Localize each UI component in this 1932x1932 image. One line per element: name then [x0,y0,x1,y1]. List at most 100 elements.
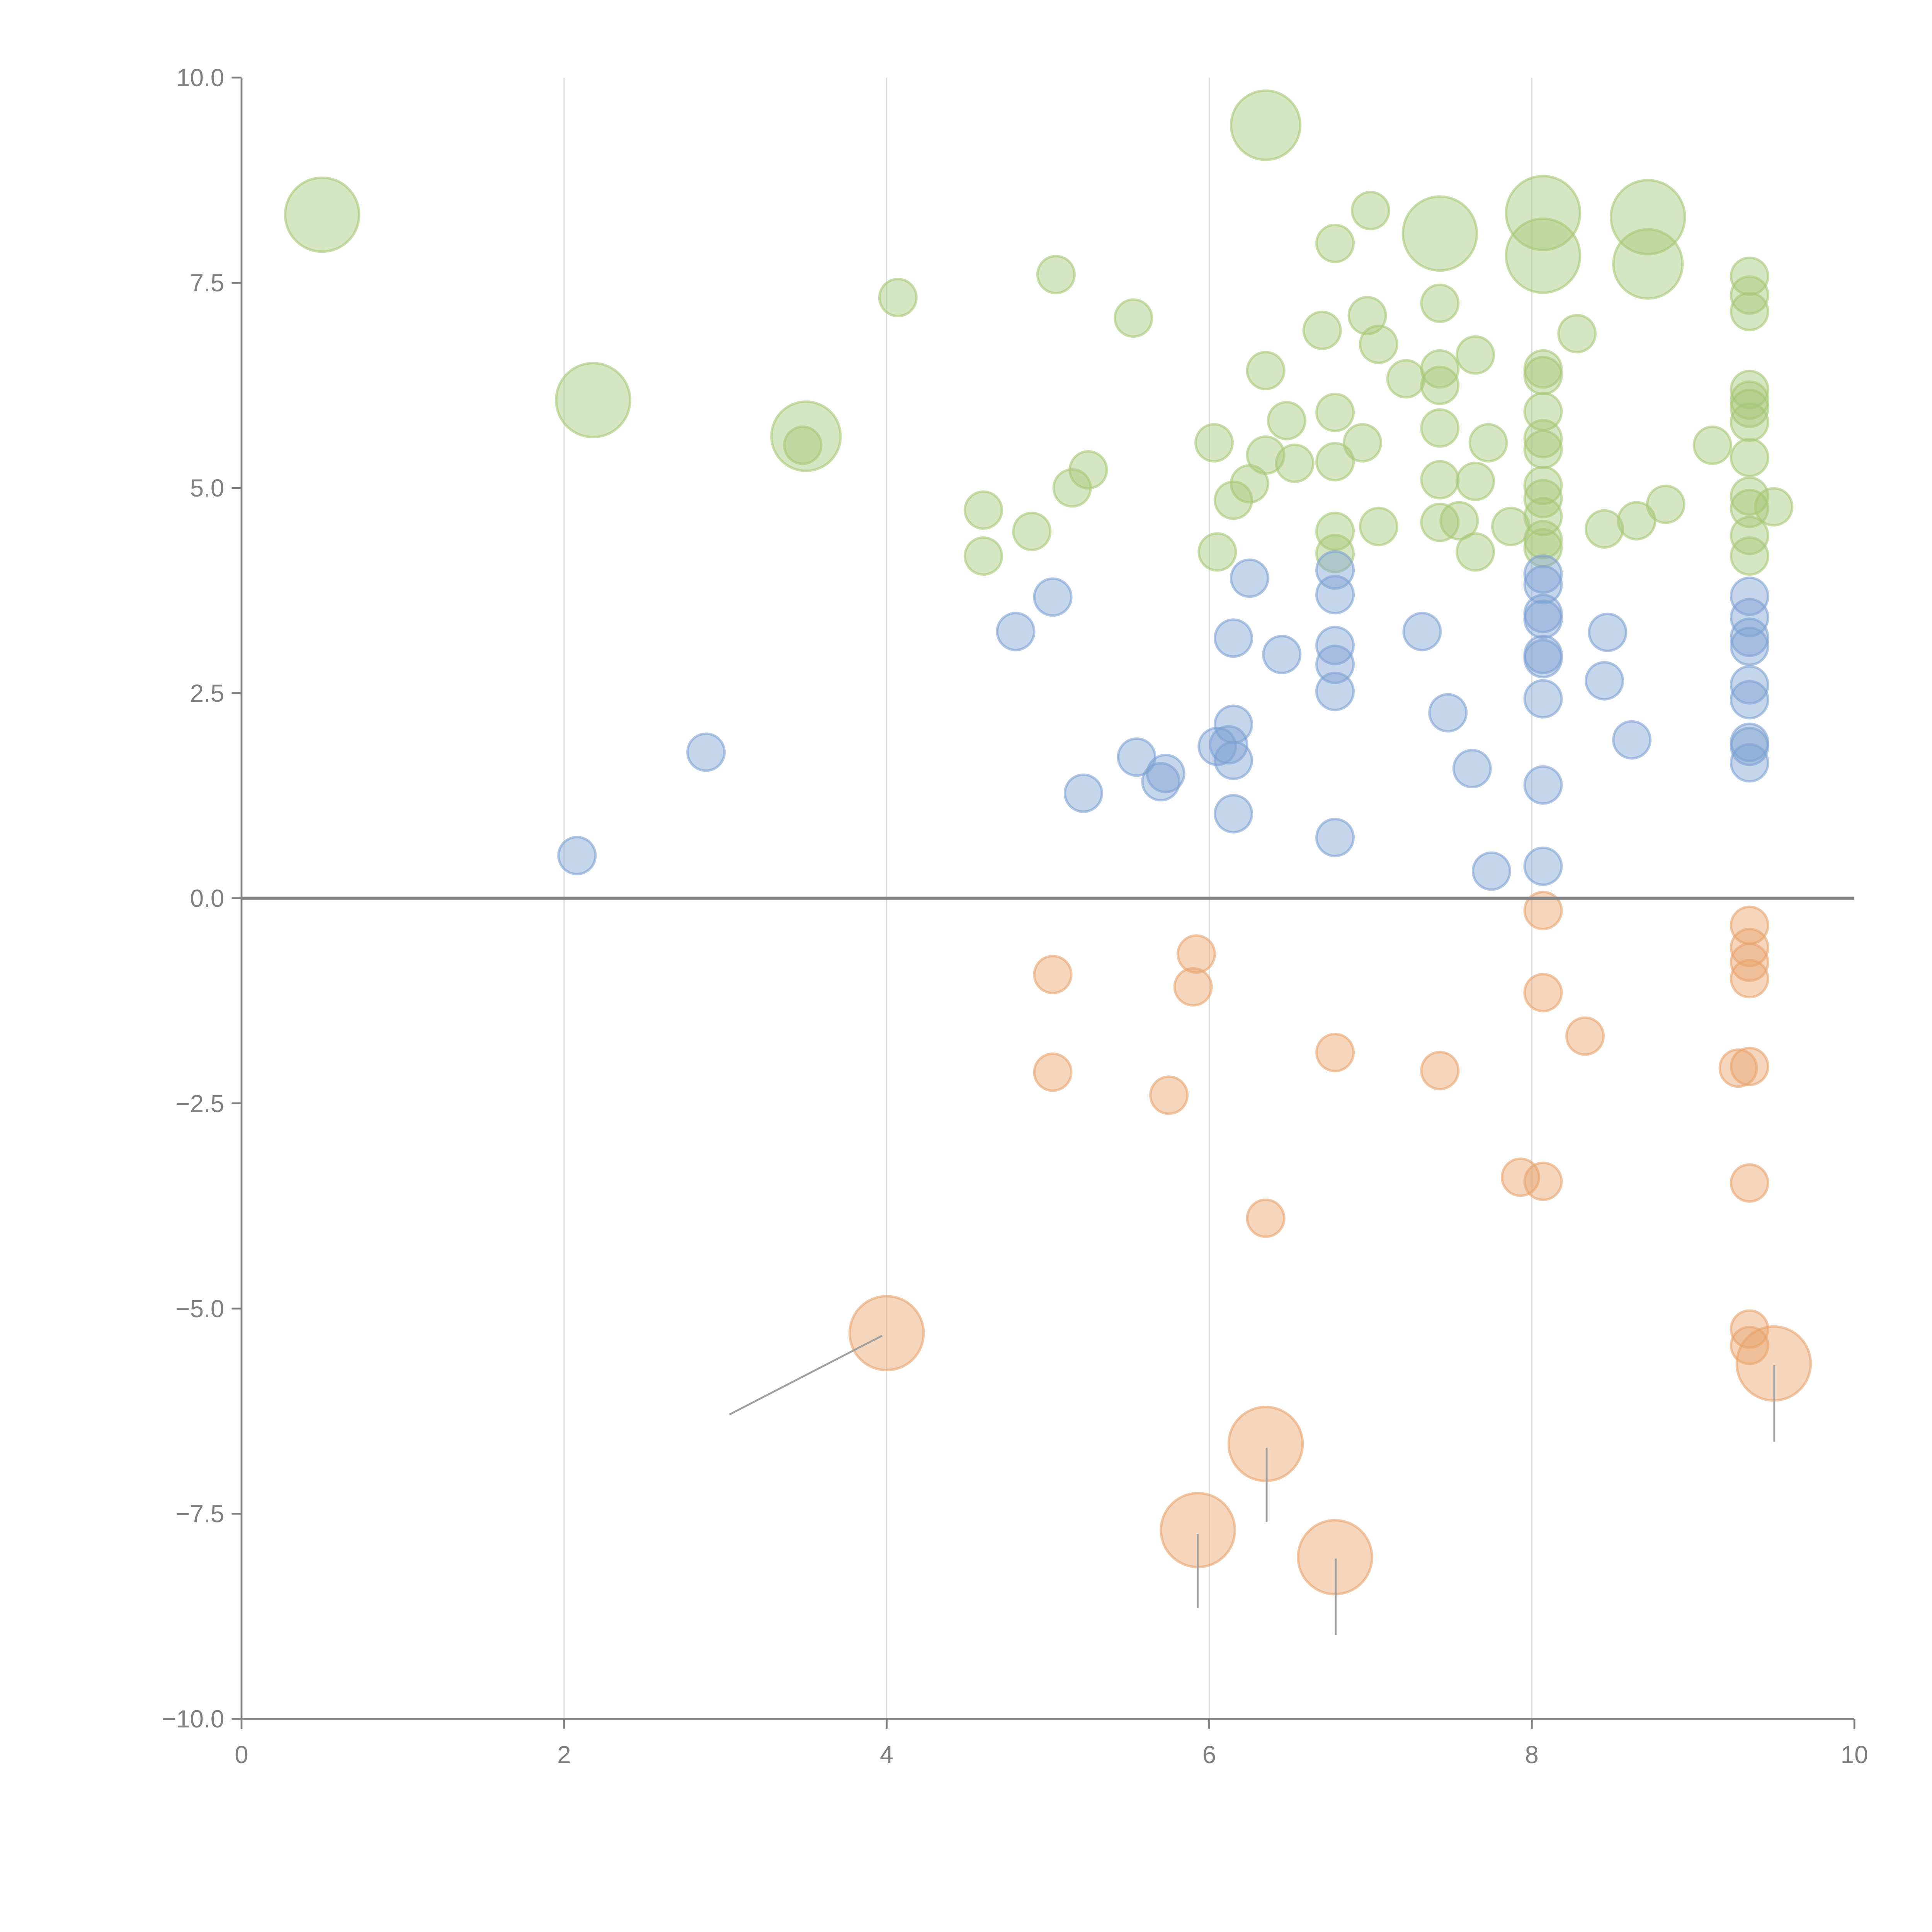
bubble-blue [1730,680,1769,719]
bubble-green [1197,532,1237,572]
bubble-blue [1428,693,1468,733]
bubble-green [1420,366,1460,405]
bubble-blue [1214,704,1253,744]
bubble-blue [1523,599,1563,639]
bubble-blue [1315,672,1355,711]
bubble-green [1523,520,1563,560]
bubble-orange [1730,928,1769,968]
bubble-blue [1315,575,1355,614]
bubble-blue [1588,612,1628,652]
bubble-green [1456,335,1495,375]
y-tick-label: 5.0 [190,474,224,502]
y-tick-label: −7.5 [175,1500,224,1528]
bubble-green [1359,507,1398,546]
y-tick-label: −5.0 [175,1295,224,1323]
x-tick-label: 10 [1841,1741,1868,1769]
bubble-blue [1730,626,1769,666]
bubble-green [1730,380,1769,420]
axes: 0 2 4 6 8 10 10.0 7.5 5.0 2.5 0.0 −2.5 −5.0 −7.5 −10.0 [162,64,1868,1769]
bubble-blue [1033,577,1073,617]
bubble-blue [1523,554,1563,594]
bubble-green [1646,485,1685,524]
bubble-green [1315,393,1355,432]
bubbles [284,89,1812,1595]
bubble-green [1246,435,1286,475]
bubble-blue [1452,749,1492,789]
bubble-green [1315,534,1355,573]
bubble-orange [1523,973,1563,1012]
bubble-green [1401,195,1478,272]
bubble-orange [1730,1163,1769,1203]
bubble-green [1523,497,1563,537]
x-tick-label: 8 [1525,1741,1539,1769]
bubble-green [1456,532,1495,572]
bubble-orange [1246,1198,1286,1238]
bubble-green [1754,487,1794,527]
bubble-green [1730,388,1769,428]
bubble-green [1114,298,1153,338]
bubble-green [1036,255,1076,294]
bubble-green [1692,425,1732,465]
bubble-orange [1149,1075,1189,1115]
bubble-blue [1523,679,1563,719]
leader-lines [729,1335,1776,1635]
bubble-orange [1730,942,1769,982]
bubble-green [1359,325,1398,364]
y-tick-label: 7.5 [190,269,224,297]
x-tick-label: 2 [557,1741,571,1769]
bubble-green [1505,217,1582,294]
bubble-green [1523,419,1563,459]
bubble-green [1230,89,1302,161]
bubble-blue [1230,558,1269,598]
bubble-orange [1315,1032,1355,1072]
bubble-orange [1033,1052,1073,1092]
bubble-blue [686,732,726,772]
bubble-green [1730,292,1769,332]
bubble-blue [1730,665,1769,705]
bubble-blue [1612,720,1652,760]
bubble-green [1730,476,1769,516]
bubble-green [1730,402,1769,442]
y-tick-label: 2.5 [190,679,224,707]
bubble-green [1730,536,1769,576]
bubble-green [1612,228,1684,300]
bubble-blue [996,612,1036,651]
bubble-orange [1565,1016,1605,1056]
bubble-green [783,425,823,465]
bubble-green [1012,512,1052,551]
bubble-green [1420,460,1460,500]
bubble-green [1302,310,1342,350]
bubble-green [1315,442,1355,481]
bubble-orange [1420,1051,1460,1090]
bubble-green [1730,438,1769,478]
bubble-green [1730,515,1769,555]
bubble-blue [1585,661,1624,701]
bubble-orange [1718,1048,1758,1088]
bubble-green [1214,480,1253,520]
bubble-blue [1523,565,1563,605]
bubble-green [1468,423,1508,463]
bubble-green [1386,359,1426,399]
x-tick-label: 0 [235,1741,248,1769]
bubble-blue [1146,753,1185,793]
x-tick-label: 6 [1202,1741,1216,1769]
bubble-green [1420,349,1460,389]
y-tick-label: −2.5 [175,1090,224,1117]
bubble-green [1585,509,1624,549]
bubble-green [1275,444,1315,483]
bubble-green [1246,351,1286,391]
bubble-blue [1262,634,1302,674]
bubble-blue [1730,577,1769,616]
bubble-green [1557,314,1597,354]
bubble-blue [1730,726,1769,766]
bubble-orange [1730,1326,1769,1366]
bubble-orange [1730,959,1769,998]
bubble-green [1730,275,1769,315]
bubble-green [1523,355,1563,395]
bubble-blue [1315,818,1355,857]
bubble-green [284,176,361,253]
bubble-blue [1471,851,1511,891]
x-tick-label: 4 [880,1741,893,1769]
bubble-blue [557,836,597,876]
